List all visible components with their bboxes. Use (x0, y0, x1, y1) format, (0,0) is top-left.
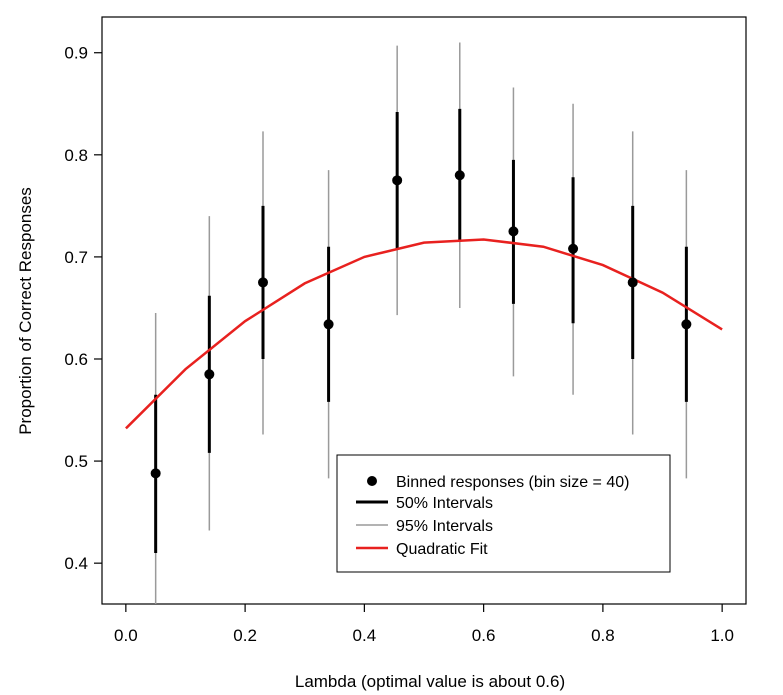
y-tick-label: 0.9 (64, 44, 88, 63)
binned-response-point (681, 319, 692, 330)
y-axis-label: Proportion of Correct Responses (16, 187, 35, 435)
y-axis: 0.4 0.5 0.6 0.7 0.8 0.9 (64, 44, 102, 573)
binned-response-point (258, 277, 268, 288)
x-tick-label: 0.8 (591, 626, 615, 645)
x-tick-label: 0.6 (472, 626, 496, 645)
binned-response-point (150, 468, 161, 479)
x-tick-label: 1.0 (710, 626, 734, 645)
binned-response-point (392, 175, 403, 186)
quadratic-fit-line (125, 238, 723, 430)
y-tick-label: 0.6 (64, 350, 88, 369)
legend: Binned responses (bin size = 40) 50% Int… (336, 454, 671, 573)
binned-response-point (508, 226, 519, 237)
binned-response-point (454, 170, 465, 181)
plot-marks (125, 42, 723, 604)
binned-response-point (568, 243, 579, 254)
plot-frame (101, 16, 747, 605)
y-tick-label: 0.7 (64, 248, 88, 267)
binned-response-point (204, 369, 215, 380)
y-tick-label: 0.4 (64, 554, 88, 573)
binned-response-point (323, 319, 334, 330)
legend-label-95: 95% Intervals (396, 518, 493, 535)
x-tick-label: 0.0 (114, 626, 138, 645)
x-axis: 0.0 0.2 0.4 0.6 0.8 1.0 (114, 604, 734, 645)
y-tick-label: 0.5 (64, 452, 88, 471)
legend-point-symbol (367, 476, 377, 486)
legend-label-points: Binned responses (bin size = 40) (396, 474, 629, 491)
legend-box (336, 454, 671, 573)
y-tick-label: 0.8 (64, 146, 88, 165)
x-tick-label: 0.4 (353, 626, 377, 645)
legend-label-fit: Quadratic Fit (396, 541, 488, 558)
legend-label-50: 50% Intervals (396, 495, 493, 512)
x-axis-label: Lambda (optimal value is about 0.6) (295, 672, 565, 691)
x-tick-label: 0.2 (233, 626, 257, 645)
binned-response-point (627, 277, 638, 288)
